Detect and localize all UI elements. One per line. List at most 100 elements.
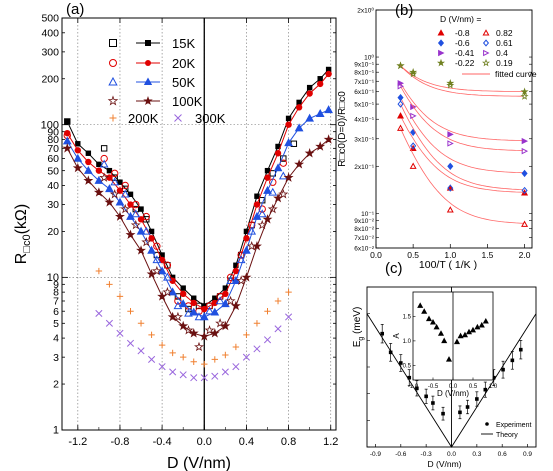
data-point	[62, 136, 72, 145]
legend-marker	[482, 29, 490, 36]
inset-data-point	[457, 332, 464, 339]
inset-y-tick-label: 0.5	[403, 363, 412, 369]
inset-data-point	[417, 302, 424, 308]
data-point	[167, 311, 178, 322]
data-point	[179, 371, 187, 379]
data-point	[274, 325, 282, 333]
inset-data-point	[453, 338, 461, 345]
data-point	[315, 141, 326, 151]
data-point	[316, 80, 324, 88]
data-point	[162, 286, 173, 297]
data-point	[397, 93, 404, 102]
series-300K	[95, 309, 293, 382]
series-0.4	[397, 83, 529, 155]
x-tick-label: 0.5	[407, 250, 419, 260]
data-point	[225, 295, 236, 306]
data-point	[222, 290, 229, 298]
data-point	[521, 186, 528, 195]
data-point	[136, 226, 146, 235]
series-line-3	[64, 70, 332, 313]
fitted-curve	[400, 65, 524, 92]
data-point	[296, 99, 302, 106]
x-tick-label: 0.0	[447, 451, 456, 458]
legend-marker	[108, 76, 118, 86]
data-point	[141, 226, 151, 235]
y-tick-label: 300	[41, 46, 59, 58]
data-point	[83, 165, 93, 174]
series-0.19	[396, 61, 529, 100]
data-point	[283, 172, 294, 182]
data-point	[178, 299, 188, 308]
data-point	[220, 320, 231, 331]
inset-y-tick-label: 1.0	[403, 339, 412, 345]
data-point	[185, 305, 192, 313]
y-tick-label: 9	[53, 279, 59, 291]
x-tick-label: 0.6	[498, 451, 507, 458]
inset-x-axis-label: D (V/nm)	[437, 389, 469, 398]
data-point	[179, 353, 187, 361]
data-point	[209, 328, 220, 338]
data-point	[169, 274, 176, 281]
data-point	[268, 187, 278, 196]
data-point	[211, 299, 219, 307]
y-tick-label: 4	[53, 333, 59, 345]
y-tick-label: 6x10⁻¹	[354, 89, 375, 96]
data-point	[137, 216, 145, 223]
y-axis-label: R□c0(D=0)/R□c0	[337, 91, 348, 167]
legend-label: 100K	[172, 94, 203, 109]
data-point	[447, 131, 454, 138]
data-point	[215, 318, 226, 328]
y-axis-label-sub: □c0	[21, 234, 33, 252]
series--0.8	[397, 112, 529, 196]
legend-marker	[482, 39, 490, 47]
x-tick-label: 0.4	[239, 436, 254, 448]
data-point	[159, 252, 165, 258]
data-point	[274, 150, 282, 157]
legend-marker	[483, 49, 490, 57]
legend: Experiment Theory	[481, 422, 531, 439]
data-point	[127, 308, 134, 315]
data-point	[106, 281, 113, 288]
data-point	[317, 76, 323, 82]
data-point	[121, 181, 129, 190]
y-tick-label: 7x10⁻²	[354, 235, 375, 242]
data-point	[285, 313, 293, 321]
fitted-curve	[400, 97, 524, 174]
series--0.41	[397, 80, 529, 145]
y-tick-label: 5	[53, 318, 59, 330]
data-point	[199, 312, 209, 321]
inset-data-point	[425, 315, 433, 322]
legend-marker	[437, 39, 445, 47]
legend-label: 0.61	[496, 38, 513, 48]
inset-data-point	[478, 321, 485, 328]
data-point	[211, 372, 219, 380]
fitted-curve	[400, 65, 524, 97]
data-point	[152, 255, 162, 264]
data-point	[158, 363, 166, 371]
y-tick-label: 70	[47, 143, 59, 155]
y-tick-label: 4x10⁻¹	[354, 117, 375, 124]
legend-label: -0.8	[455, 28, 470, 38]
legend-marker	[109, 114, 117, 122]
panel-label: (b)	[395, 2, 413, 19]
data-point	[106, 174, 113, 181]
data-point	[62, 143, 73, 153]
y-axis-label-unit: (kΩ)	[13, 204, 30, 235]
data-point	[75, 141, 81, 147]
data-point	[257, 219, 268, 230]
data-point	[274, 297, 282, 305]
fitted-curve	[400, 115, 524, 193]
data-point	[424, 394, 428, 399]
data-point	[178, 320, 189, 331]
panel-label: (c)	[385, 260, 403, 277]
x-tick-label: -0.3	[421, 451, 433, 458]
y-tick-label: 2x10⁻¹	[354, 164, 375, 171]
x-tick-label: 1.0	[444, 250, 456, 260]
x-tick-label: 0.3	[472, 451, 481, 458]
data-point	[446, 206, 454, 213]
data-point	[501, 367, 505, 372]
data-point	[262, 214, 273, 224]
data-point	[409, 69, 418, 78]
series-200K	[95, 267, 292, 368]
